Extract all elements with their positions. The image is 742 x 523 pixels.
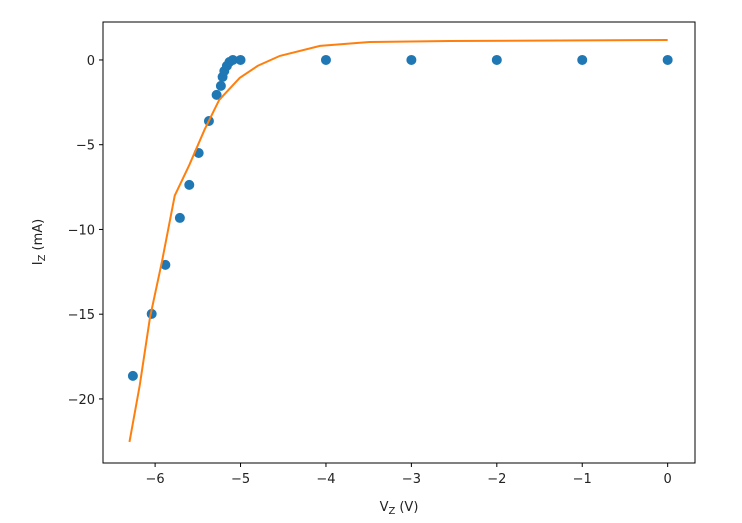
scatter-point bbox=[406, 54, 417, 65]
x-label-main: V bbox=[380, 500, 389, 515]
scatter-point bbox=[227, 54, 238, 65]
scatter-point bbox=[235, 54, 246, 65]
y-axis-label: IZ (mA) bbox=[31, 219, 48, 265]
x-label-unit: (V) bbox=[399, 500, 418, 515]
scatter-point bbox=[491, 54, 502, 65]
x-tick-label: −5 bbox=[231, 472, 250, 487]
x-tick-label: −4 bbox=[316, 472, 335, 487]
plot-frame bbox=[102, 21, 696, 464]
scatter-point bbox=[577, 54, 588, 65]
y-tick-label: −20 bbox=[68, 393, 95, 408]
scatter-point bbox=[662, 54, 673, 65]
x-tick-label: 0 bbox=[664, 472, 672, 487]
x-label-sub: Z bbox=[389, 506, 396, 517]
scatter-point bbox=[320, 54, 331, 65]
y-tick-label: −15 bbox=[68, 308, 95, 323]
x-axis-label: VZ (V) bbox=[380, 500, 419, 517]
x-tick-label: −6 bbox=[146, 472, 165, 487]
x-tick-label: −3 bbox=[402, 472, 421, 487]
scatter-point bbox=[211, 89, 222, 100]
y-tick-label: −5 bbox=[76, 139, 95, 154]
scatter-point bbox=[215, 80, 226, 91]
y-label-unit: (mA) bbox=[31, 219, 46, 251]
y-label-sub: Z bbox=[37, 254, 48, 261]
scatter-point bbox=[160, 259, 171, 270]
y-label-main: I bbox=[31, 261, 46, 265]
x-tick-label: −1 bbox=[573, 472, 592, 487]
scatter-point bbox=[174, 212, 185, 223]
y-tick-label: 0 bbox=[87, 54, 95, 69]
scatter-point bbox=[184, 179, 195, 190]
fit-line bbox=[128, 38, 668, 443]
x-tick-label: −2 bbox=[487, 472, 506, 487]
scatter-point bbox=[127, 370, 138, 381]
y-tick-label: −10 bbox=[68, 223, 95, 238]
